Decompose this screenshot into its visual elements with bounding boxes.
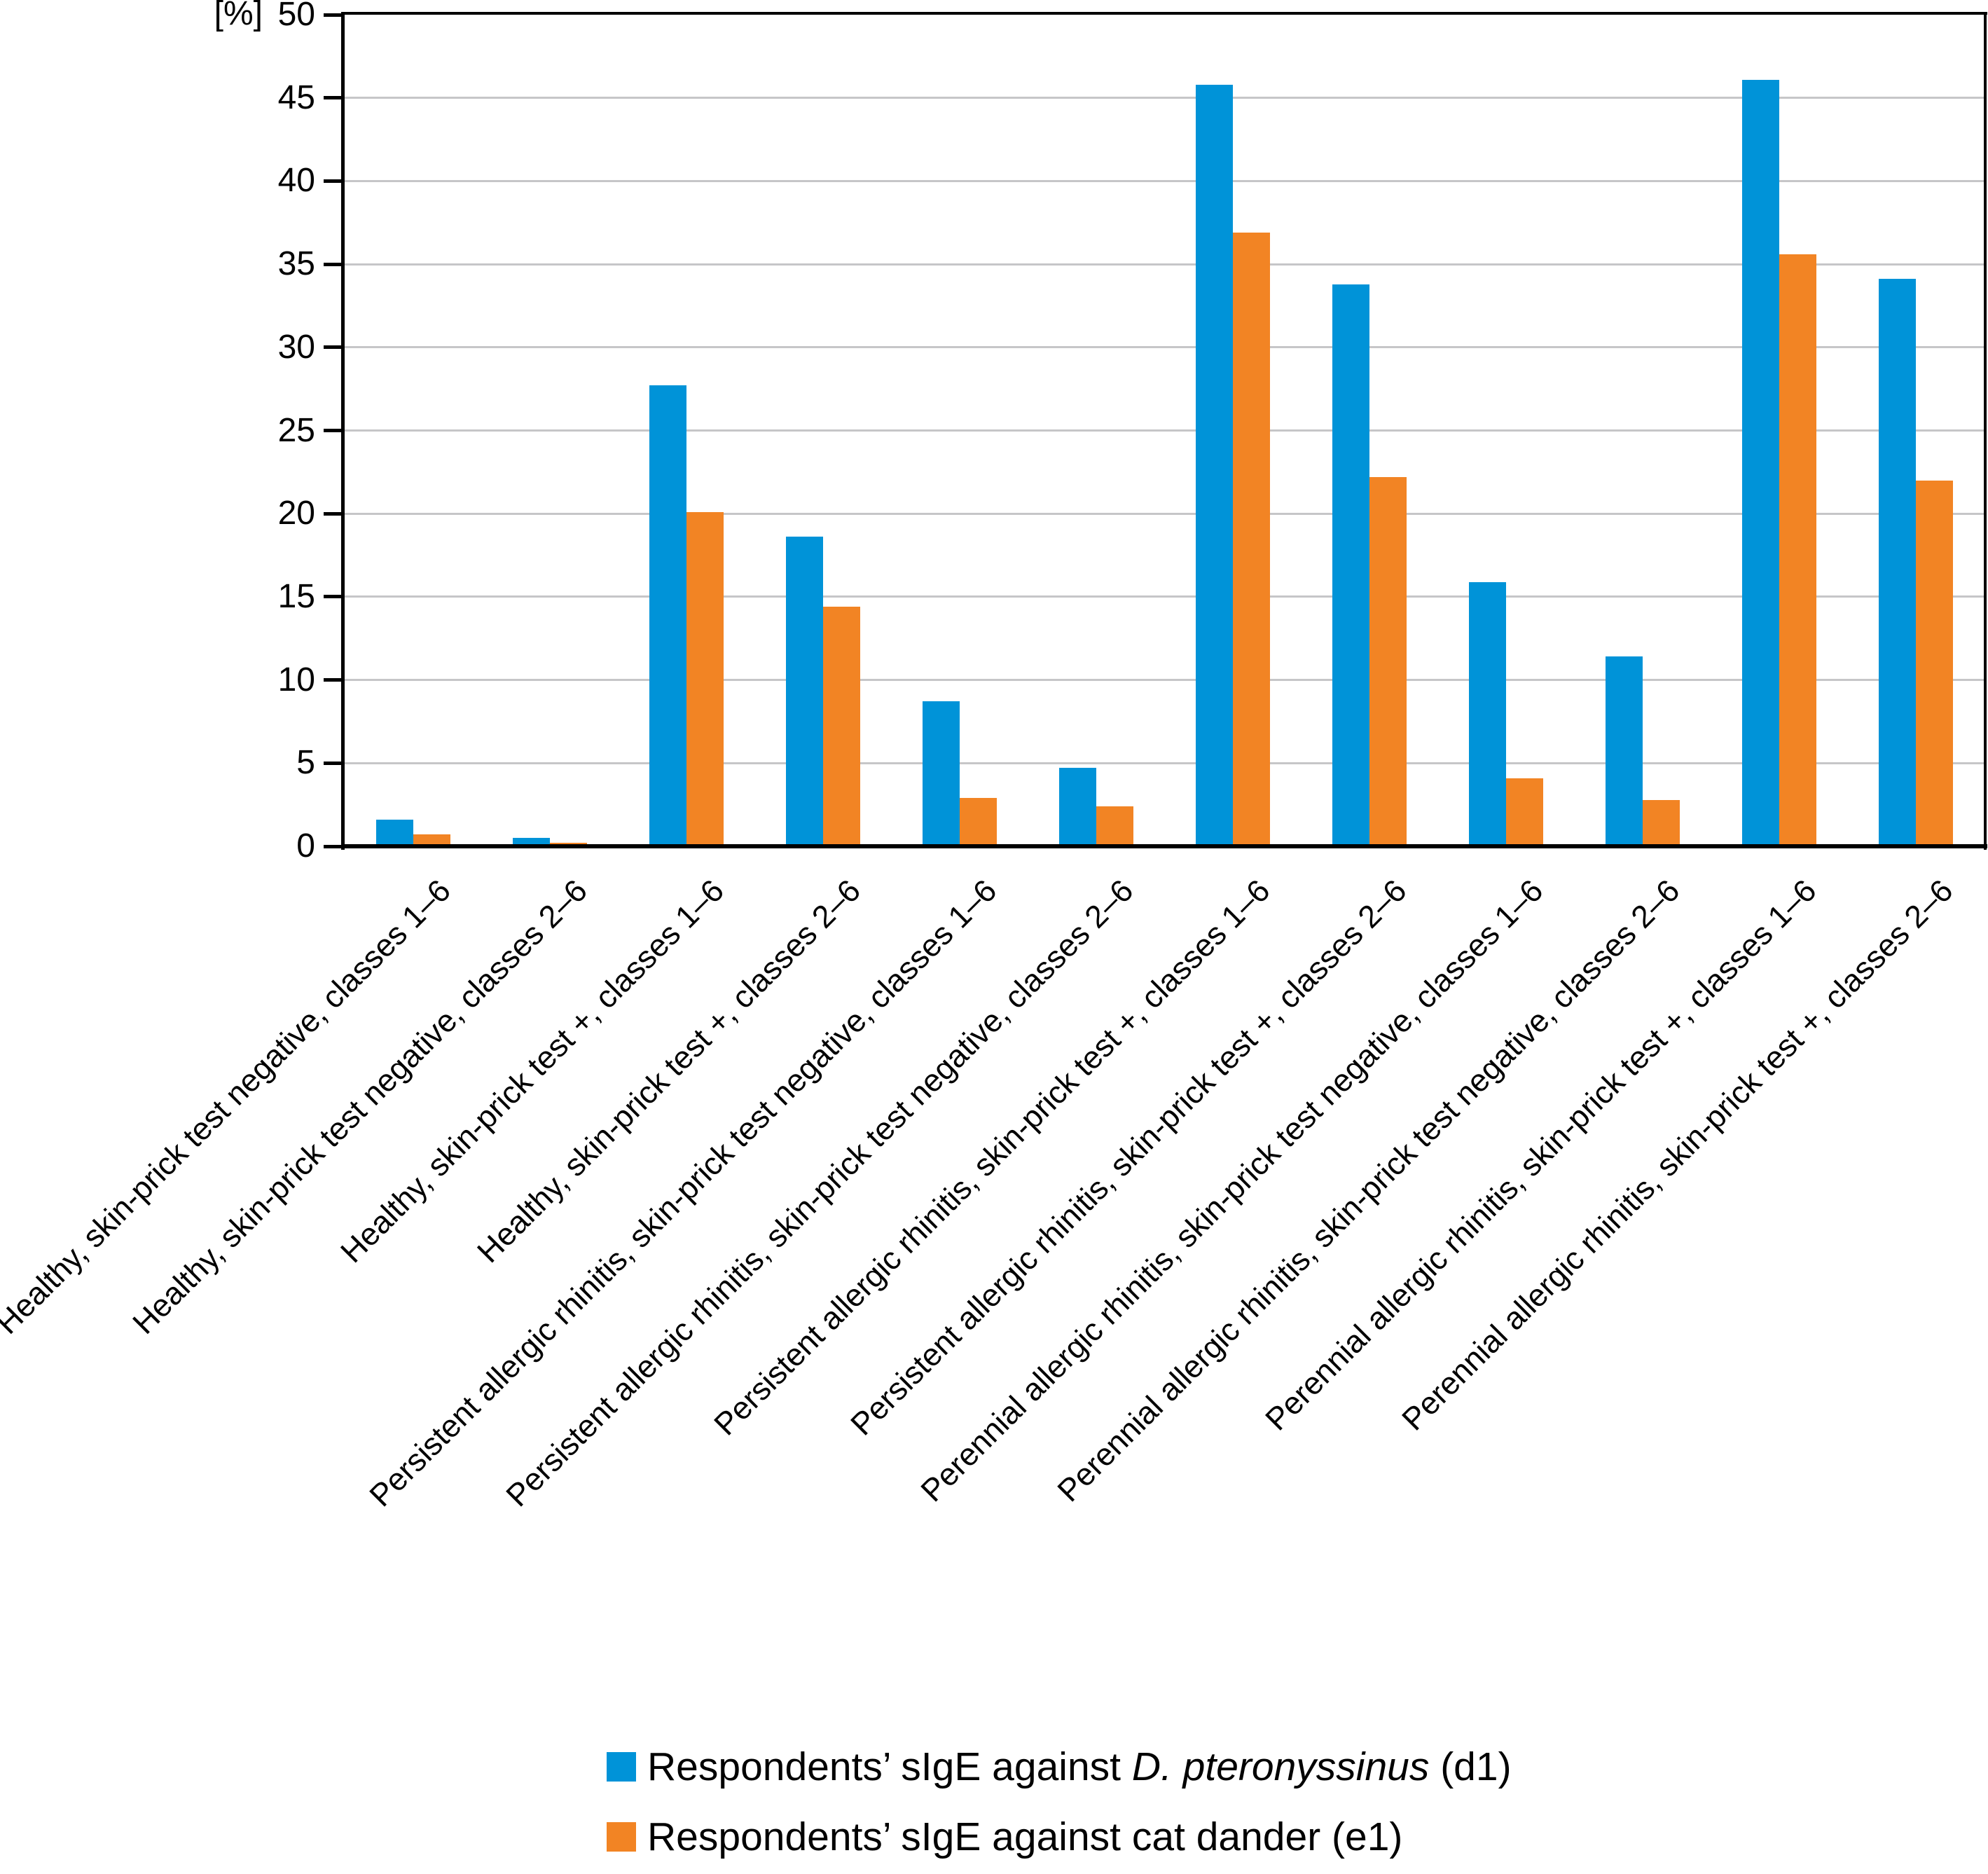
y-tick-label-25: 25 <box>277 411 315 449</box>
bar-series2-group6 <box>1096 806 1133 846</box>
plot-area <box>341 12 1987 850</box>
gridline-20 <box>345 512 1984 515</box>
gridline-5 <box>345 762 1984 764</box>
plot-border-right <box>1984 12 1987 850</box>
y-tick-45 <box>324 96 345 100</box>
bar-series1-group6 <box>1058 768 1096 846</box>
x-category-label-10: Perennial allergic rhinitis, skin-prick … <box>1050 872 1687 1509</box>
bar-series2-group9 <box>1505 778 1543 846</box>
legend-label-suffix: (d1) <box>1429 1744 1512 1789</box>
bar-series1-group4 <box>785 537 823 846</box>
y-tick-label-0: 0 <box>296 827 315 864</box>
legend-label-species-italic: D. pteronyssinus <box>1131 1744 1430 1789</box>
bar-series2-group1 <box>413 834 450 846</box>
x-category-label-6: Persistent allergic rhinitis, skin-prick… <box>499 872 1140 1514</box>
legend-label-text: Respondents’ sIgE against cat dander (e1… <box>647 1814 1403 1859</box>
y-tick-label-5: 5 <box>296 744 315 782</box>
y-tick-50 <box>324 13 345 17</box>
y-tick-label-35: 35 <box>277 245 315 283</box>
bar-series2-group7 <box>1232 233 1270 846</box>
gridline-25 <box>345 429 1984 432</box>
y-tick-label-30: 30 <box>277 328 315 366</box>
y-tick-25 <box>324 429 345 432</box>
bar-series1-group5 <box>922 701 960 846</box>
bar-series1-group7 <box>1195 84 1233 846</box>
legend-swatch-blue <box>607 1752 636 1782</box>
y-tick-label-45: 45 <box>277 78 315 116</box>
legend-item-cat-dander: Respondents’ sIgE against cat dander (e1… <box>607 1814 1512 1859</box>
y-axis-line <box>341 12 345 850</box>
bar-series1-group3 <box>649 385 686 846</box>
gridline-45 <box>345 97 1984 99</box>
legend-label-dust-mite: Respondents’ sIgE against D. pteronyssin… <box>647 1744 1512 1790</box>
bar-series1-group9 <box>1468 581 1506 846</box>
x-category-label-1: Healthy, skin-prick test negative, class… <box>0 872 457 1341</box>
gridline-10 <box>345 679 1984 682</box>
y-tick-label-10: 10 <box>277 661 315 698</box>
gridline-40 <box>345 179 1984 182</box>
bar-series2-group4 <box>822 607 860 846</box>
bar-series2-group12 <box>1915 480 1953 846</box>
y-tick-label-40: 40 <box>277 162 315 200</box>
legend-label-prefix: Respondents’ sIgE against <box>647 1744 1132 1789</box>
gridline-35 <box>345 263 1984 266</box>
y-tick-35 <box>324 262 345 266</box>
y-tick-label-15: 15 <box>277 577 315 615</box>
y-tick-30 <box>324 345 345 350</box>
bar-series1-group2 <box>512 838 550 846</box>
bar-series2-group8 <box>1369 476 1407 846</box>
y-axis-unit-label: [%] <box>214 0 263 32</box>
bar-series2-group11 <box>1779 254 1816 846</box>
bar-series2-group3 <box>686 511 724 846</box>
gridline-30 <box>345 346 1984 349</box>
y-tick-40 <box>324 179 345 183</box>
legend-item-dust-mite: Respondents’ sIgE against D. pteronyssin… <box>607 1744 1512 1789</box>
bar-series2-group10 <box>1642 799 1680 846</box>
x-axis-line <box>341 844 1987 848</box>
bar-series1-group8 <box>1332 284 1369 846</box>
legend-swatch-orange <box>607 1822 636 1852</box>
bar-series2-group5 <box>959 798 997 846</box>
y-tick-5 <box>324 761 345 765</box>
bar-series1-group10 <box>1605 656 1643 846</box>
y-tick-label-20: 20 <box>277 495 315 532</box>
legend: Respondents’ sIgE against D. pteronyssin… <box>607 1744 1512 1874</box>
legend-label-cat-dander: Respondents’ sIgE against cat dander (e1… <box>647 1814 1402 1860</box>
bar-series1-group12 <box>1878 279 1916 846</box>
y-tick-10 <box>324 678 345 682</box>
plot-border-top <box>341 12 1987 15</box>
x-category-label-2: Healthy, skin-prick test negative, class… <box>125 872 594 1341</box>
bar-series1-group11 <box>1741 79 1779 846</box>
bar-series1-group1 <box>375 820 413 846</box>
x-category-label-5: Persistent allergic rhinitis, skin-prick… <box>362 872 1004 1514</box>
gridline-15 <box>345 595 1984 598</box>
y-tick-15 <box>324 595 345 599</box>
y-tick-20 <box>324 511 345 516</box>
y-tick-label-50: 50 <box>277 0 315 33</box>
x-category-label-9: Perennial allergic rhinitis, skin-prick … <box>913 872 1550 1509</box>
y-tick-0 <box>324 844 345 848</box>
